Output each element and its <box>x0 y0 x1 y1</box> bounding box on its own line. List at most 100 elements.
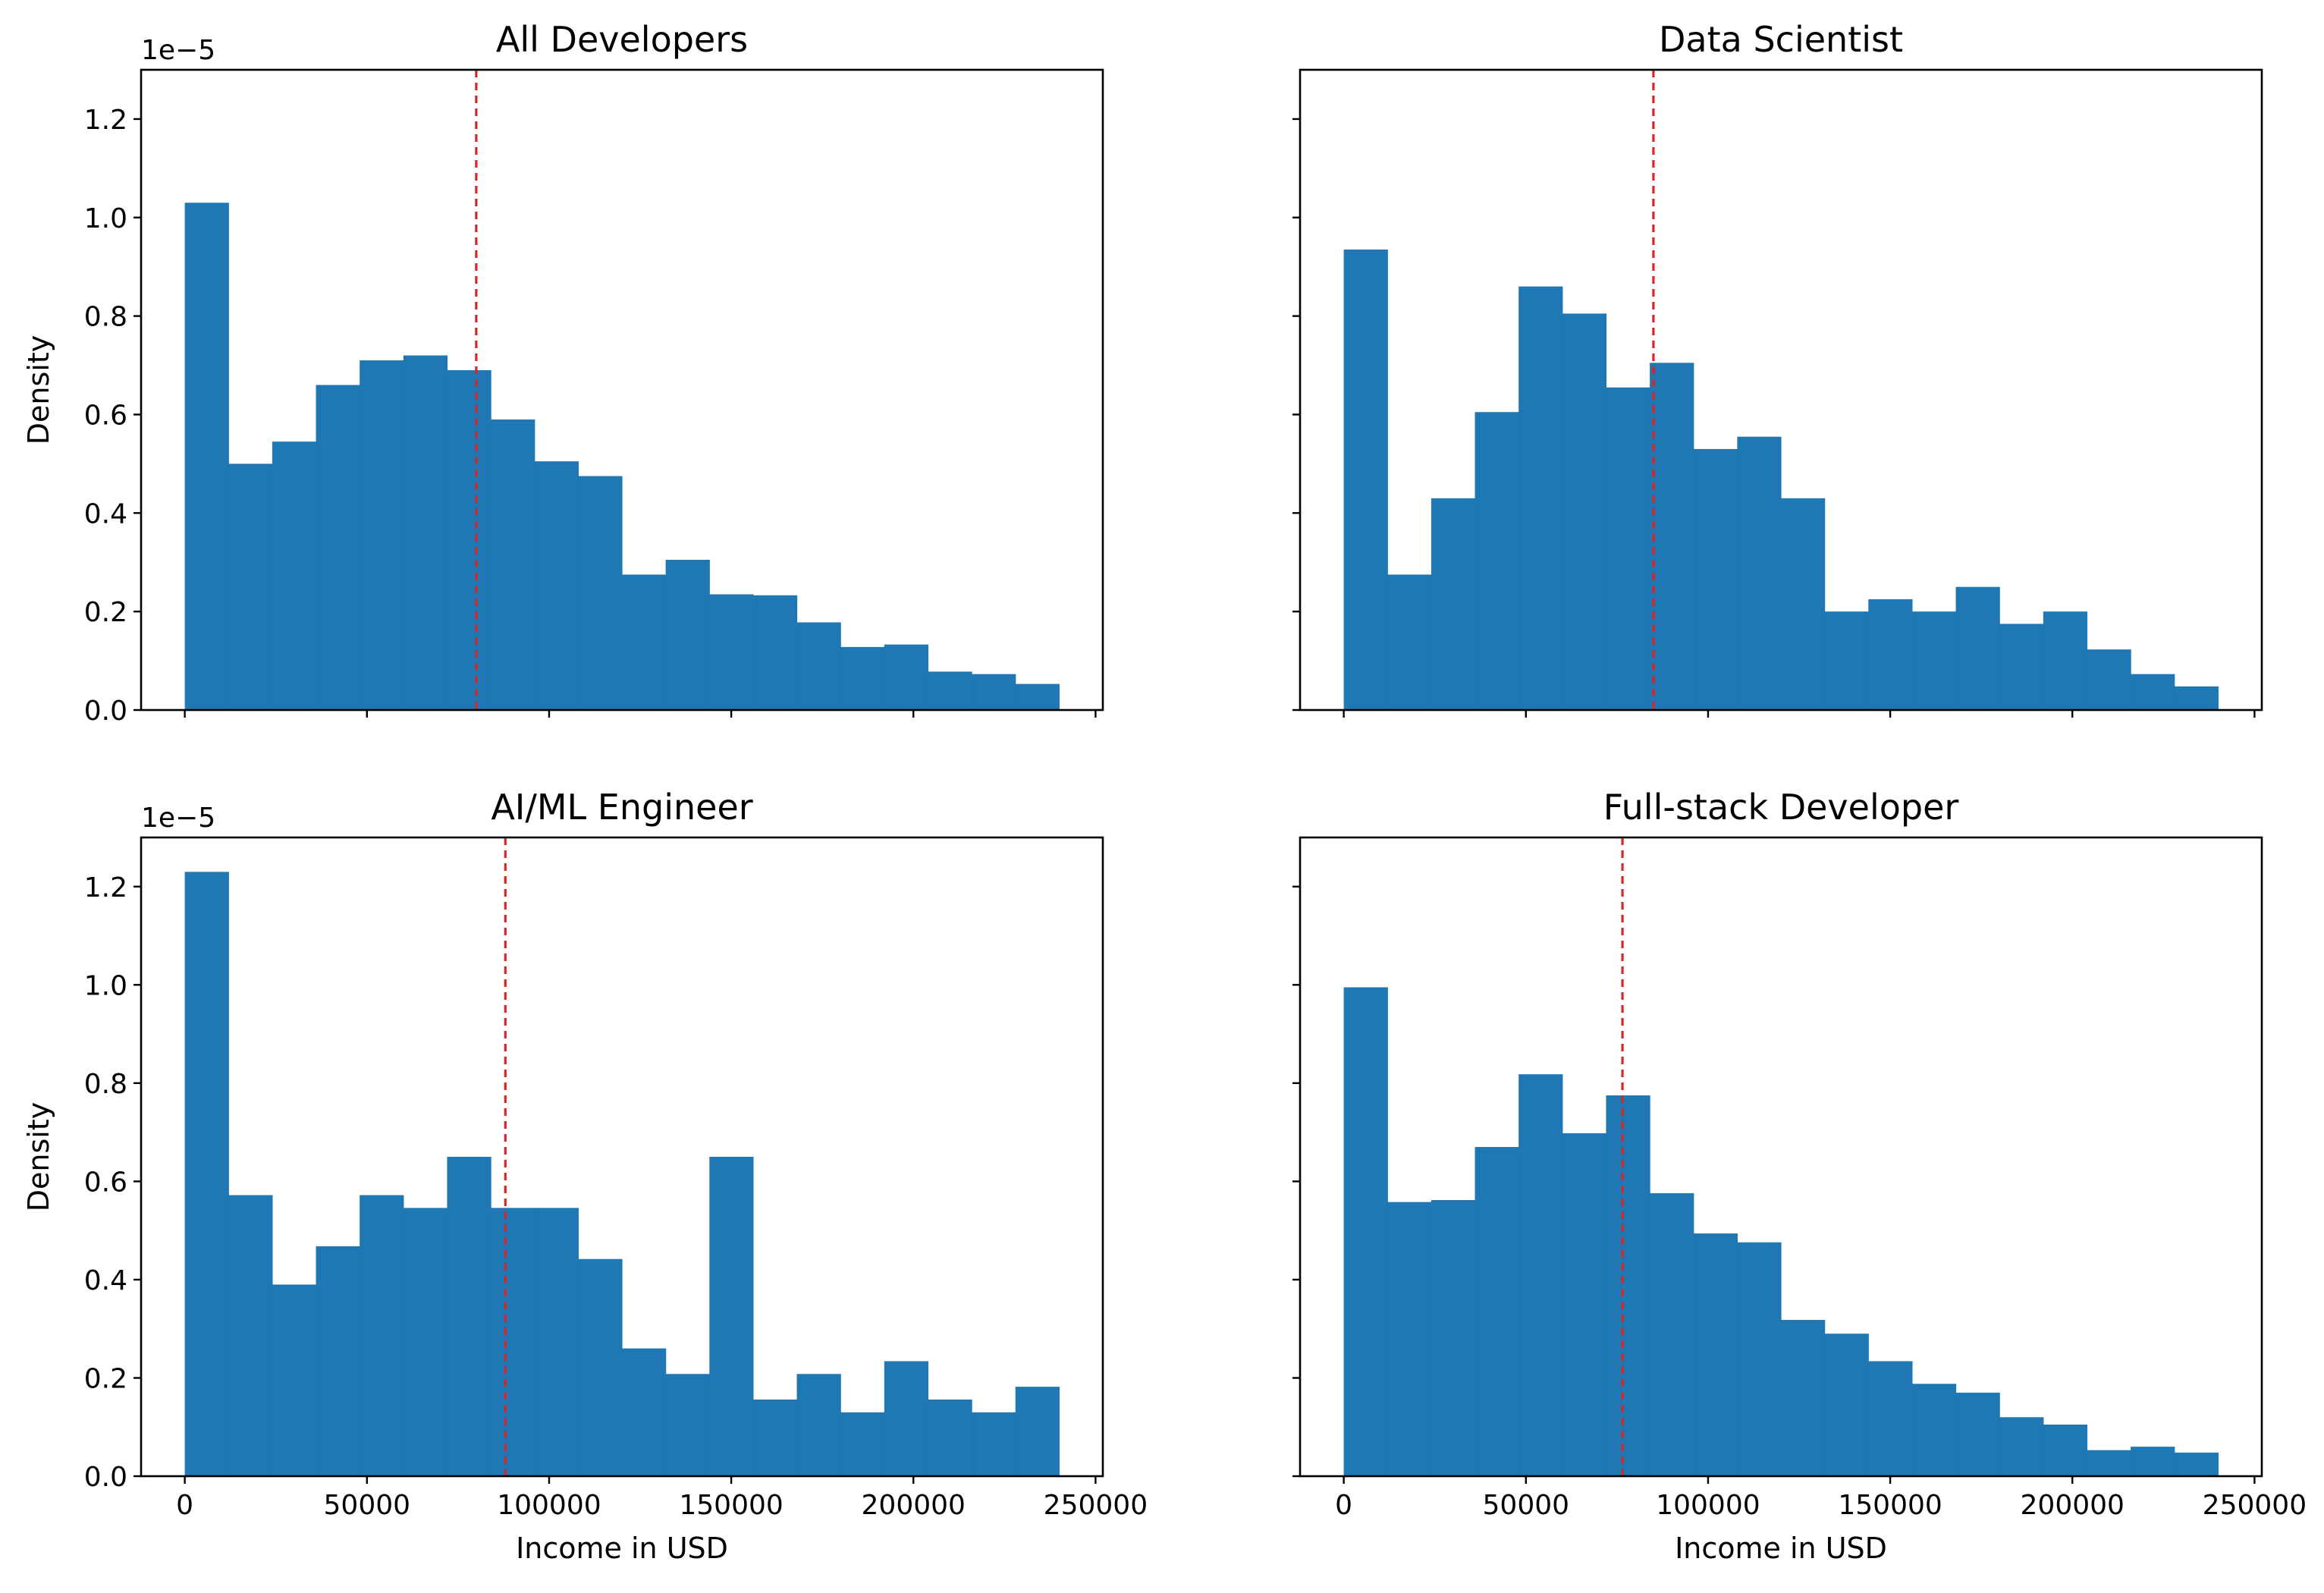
histogram-bar <box>534 1208 579 1476</box>
axes-frame <box>140 836 1104 1478</box>
y-offset-label: 1e−5 <box>141 803 215 834</box>
subplot-4: 0 50000 100000 150000 200000 250000 Full-stack… <box>1292 787 2307 1565</box>
histogram-bar <box>1781 1320 1826 1476</box>
histogram-bar <box>1431 498 1476 710</box>
histogram-bar <box>447 370 491 710</box>
x-tick-label: 50000 <box>324 1490 411 1521</box>
histogram-bar <box>1737 436 1782 710</box>
histogram-bar <box>491 419 535 710</box>
histogram-bar <box>272 441 317 710</box>
histogram-bar <box>1868 599 1913 710</box>
y-tick-label: 0.0 <box>84 696 127 727</box>
histogram-bar <box>1999 624 2044 710</box>
histogram-bar <box>1387 574 1432 710</box>
x-tick-label: 250000 <box>2203 1490 2307 1521</box>
y-tick-label: 1.2 <box>84 872 127 903</box>
axes-frame <box>140 68 1104 712</box>
histogram-bar <box>360 1195 404 1476</box>
bars <box>1343 249 2219 711</box>
x-tick-label: 50000 <box>1483 1490 1570 1521</box>
x-tick-label: 100000 <box>1656 1490 1760 1521</box>
histogram-bar <box>1911 611 1957 710</box>
histogram-bar <box>228 463 273 710</box>
x-tick-label: 200000 <box>2021 1490 2125 1521</box>
x-tick-label: 150000 <box>1838 1490 1942 1521</box>
histogram-bar <box>2087 1450 2131 1476</box>
histogram-bar <box>1015 1387 1060 1476</box>
histogram-bar <box>622 1348 667 1476</box>
bars <box>184 872 1060 1476</box>
histogram-bar <box>2174 1452 2219 1476</box>
histogram-bar <box>622 574 667 710</box>
bars <box>1343 987 2219 1476</box>
y-tick-label: 0.8 <box>84 302 127 333</box>
subplot-title: AI/ML Engineer <box>491 787 752 828</box>
histogram-bar <box>403 355 448 710</box>
histogram-bar <box>1781 498 1826 710</box>
histogram-bar <box>534 461 579 710</box>
y-tick-label: 0.6 <box>84 400 127 431</box>
x-tick-label: 100000 <box>497 1490 601 1521</box>
x-axis-label: Income in USD <box>1675 1532 1887 1565</box>
histogram-bar <box>403 1208 448 1476</box>
histogram-bar <box>2131 1447 2175 1476</box>
x-axis-label: Income in USD <box>516 1532 728 1565</box>
histogram-bar <box>1606 387 1650 710</box>
y-tick-label: 0.2 <box>84 597 127 628</box>
histogram-bar <box>2131 674 2175 710</box>
histogram-bar <box>2043 611 2088 710</box>
x-tick-label: 200000 <box>862 1490 966 1521</box>
histogram-bar <box>184 872 229 1476</box>
histogram-bar <box>665 559 710 710</box>
histogram-bar <box>316 1246 360 1476</box>
y-tick-label: 0.8 <box>84 1069 127 1100</box>
histogram-bar <box>1911 1384 1957 1476</box>
histogram-bar <box>1999 1417 2044 1476</box>
histogram-bar <box>1824 1334 1869 1476</box>
x-tick-label: 150000 <box>679 1490 783 1521</box>
histogram-bar <box>447 1157 491 1476</box>
histogram-bar <box>1693 1233 1738 1476</box>
histogram-bar <box>2043 1424 2088 1476</box>
axes-frame <box>1299 836 2263 1478</box>
histogram-bar <box>796 1374 841 1476</box>
x-tick-label: 250000 <box>1044 1490 1148 1521</box>
y-tick-label: 0.0 <box>84 1462 127 1493</box>
histogram-bar <box>1955 586 2000 710</box>
subplot-3: 0 50000 100000 150000 200000 250000 0.0 0.2 0.4 0… <box>22 787 1148 1565</box>
histogram-bar <box>796 622 841 710</box>
histogram-bar <box>1650 363 1694 710</box>
histogram-bar <box>928 671 972 710</box>
histogram-bar <box>2174 686 2219 710</box>
histogram-bar <box>1343 987 1388 1476</box>
histogram-bar <box>1387 1202 1432 1476</box>
histogram-bar <box>752 1399 798 1476</box>
histogram-bar <box>1868 1361 1913 1476</box>
histogram-bar <box>840 646 885 710</box>
bars <box>184 203 1060 710</box>
subplot-title: Full-stack Developer <box>1603 787 1959 828</box>
y-tick-label: 0.2 <box>84 1363 127 1394</box>
histogram-bar <box>972 1412 1016 1476</box>
x-tick-label: 0 <box>1335 1490 1352 1521</box>
histogram-bar <box>1606 1095 1650 1476</box>
histogram-bar <box>884 1361 929 1476</box>
histogram-bar <box>184 203 229 710</box>
histogram-bar <box>709 594 754 710</box>
histogram-bar <box>1955 1392 2000 1476</box>
histogram-bar <box>316 385 360 710</box>
histogram-bar <box>578 476 623 710</box>
subplot-title: All Developers <box>496 19 748 60</box>
histogram-bar <box>1562 313 1607 710</box>
histogram-bar <box>1474 1147 1519 1476</box>
y-tick-label: 0.6 <box>84 1167 127 1198</box>
histogram-bar <box>752 595 798 710</box>
histogram-bar <box>1693 448 1738 710</box>
histogram-bar <box>228 1195 273 1476</box>
histogram-bar <box>1431 1199 1476 1476</box>
histogram-bar <box>1343 249 1388 710</box>
histogram-bar <box>2087 649 2131 710</box>
histogram-bar <box>360 360 404 710</box>
histogram-bar <box>665 1374 710 1476</box>
